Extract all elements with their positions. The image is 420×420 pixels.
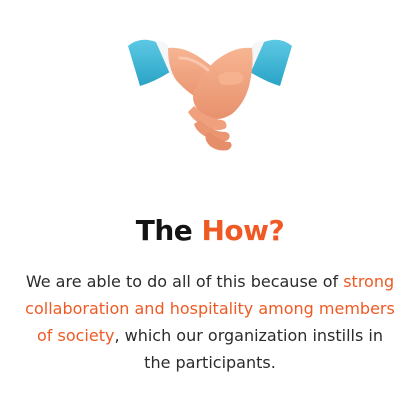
section-heading: The How?	[136, 214, 285, 248]
paragraph-text-after: , which our organization instills in the…	[114, 325, 384, 372]
paragraph-text-before: We are able to do all of this because of	[25, 271, 344, 291]
section-paragraph: We are able to do all of this because of…	[24, 268, 396, 376]
paragraph-highlight: strong collaboration and hospitality amo…	[25, 271, 395, 345]
heading-part-1: The	[135, 214, 193, 247]
handshake-icon	[128, 39, 292, 151]
heading-part-2-accent: How?	[201, 214, 285, 247]
